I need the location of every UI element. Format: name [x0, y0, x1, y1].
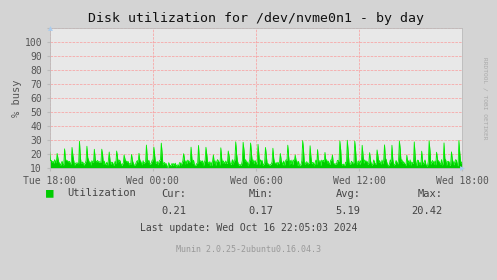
Y-axis label: % busy: % busy [11, 79, 22, 117]
Text: Utilization: Utilization [67, 188, 136, 198]
Text: ■: ■ [46, 187, 54, 200]
Text: 0.17: 0.17 [248, 206, 273, 216]
Text: RRDTOOL / TOBI OETIKER: RRDTOOL / TOBI OETIKER [482, 57, 487, 139]
Text: Cur:: Cur: [162, 189, 186, 199]
Text: Max:: Max: [417, 189, 442, 199]
Text: 20.42: 20.42 [411, 206, 442, 216]
Text: Last update: Wed Oct 16 22:05:03 2024: Last update: Wed Oct 16 22:05:03 2024 [140, 223, 357, 233]
Title: Disk utilization for /dev/nvme0n1 - by day: Disk utilization for /dev/nvme0n1 - by d… [88, 12, 424, 25]
Text: Munin 2.0.25-2ubuntu0.16.04.3: Munin 2.0.25-2ubuntu0.16.04.3 [176, 245, 321, 254]
Text: 0.21: 0.21 [162, 206, 186, 216]
Text: Avg:: Avg: [335, 189, 360, 199]
Text: 5.19: 5.19 [335, 206, 360, 216]
Text: Min:: Min: [248, 189, 273, 199]
